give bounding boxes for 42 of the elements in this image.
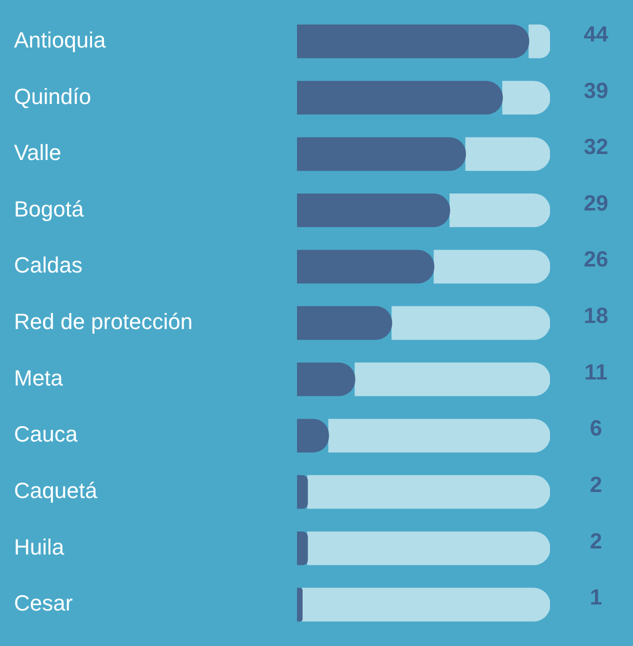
bar: [297, 194, 450, 228]
bar: [297, 475, 308, 509]
bar: [297, 531, 308, 566]
bar: [297, 362, 356, 396]
y-tick-label: Antioquia: [14, 27, 107, 52]
bar: [297, 24, 530, 58]
bar: [307, 475, 550, 509]
data-label: 26: [584, 246, 608, 272]
y-tick-label: Huila: [14, 534, 65, 560]
bar: [450, 194, 550, 228]
data-label: 11: [584, 359, 608, 384]
data-label: 32: [584, 134, 608, 160]
data-label: 2: [590, 528, 602, 554]
y-tick-label: Quindío: [14, 84, 92, 109]
y-tick-label: Meta: [14, 365, 64, 390]
y-tick-label: Bogotá: [14, 196, 84, 222]
y-tick-label: Cesar: [14, 590, 73, 616]
y-tick-label: Cauca: [14, 422, 78, 447]
bar: [297, 588, 303, 622]
bar: [392, 306, 550, 340]
bar: [354, 362, 550, 396]
data-label: 2: [590, 472, 602, 498]
bar: [302, 588, 550, 622]
bar: [434, 250, 550, 284]
bar: [297, 80, 503, 115]
y-tick-label: Valle: [14, 140, 62, 166]
y-tick-label: Caldas: [14, 252, 82, 278]
data-label: 29: [584, 190, 608, 216]
bar: [297, 137, 466, 171]
bar: [297, 250, 434, 284]
bar: [465, 137, 550, 171]
y-tick-label: Caquetá: [14, 478, 98, 504]
bar: [328, 418, 550, 452]
bar: [297, 306, 392, 340]
bar: [528, 24, 550, 58]
data-label: 18: [584, 303, 608, 328]
bar: [307, 531, 550, 566]
data-label: 1: [590, 584, 602, 610]
data-label: 44: [584, 21, 609, 46]
data-label: 6: [590, 416, 602, 441]
y-tick-label: Red de protección: [14, 309, 193, 334]
data-label: 39: [584, 78, 608, 103]
